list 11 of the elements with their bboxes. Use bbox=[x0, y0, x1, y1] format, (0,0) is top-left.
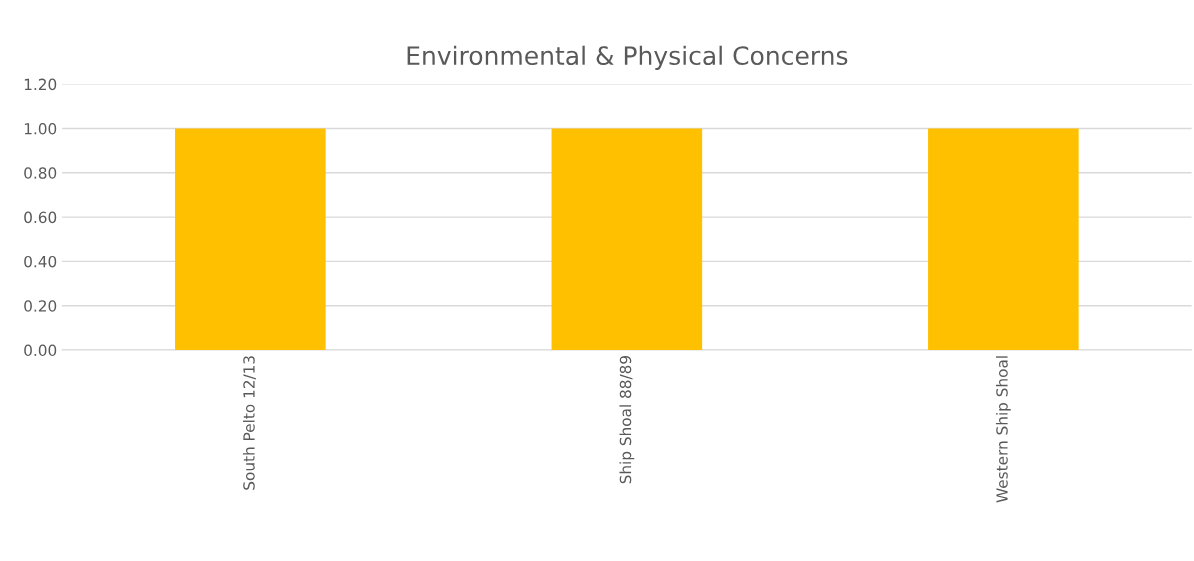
y-tick-label: 1.00 bbox=[24, 122, 57, 135]
y-tick-label: 0.80 bbox=[24, 167, 57, 179]
x-tick-label: Western Ship Shoal bbox=[995, 356, 1011, 503]
y-tick-label: 0.20 bbox=[24, 300, 57, 312]
y-tick-label: 0.40 bbox=[24, 255, 57, 268]
chart-title: Environmental & Physical Concerns bbox=[407, 45, 848, 70]
x-tick-label: Ship Shoal 88/89 bbox=[619, 356, 635, 484]
y-tick-label: 0.00 bbox=[24, 344, 57, 357]
y-tick-label: 0.60 bbox=[24, 211, 57, 224]
y-tick-label: 1.20 bbox=[24, 78, 57, 91]
x-tick-label: South Pelto 12/13 bbox=[242, 356, 256, 490]
